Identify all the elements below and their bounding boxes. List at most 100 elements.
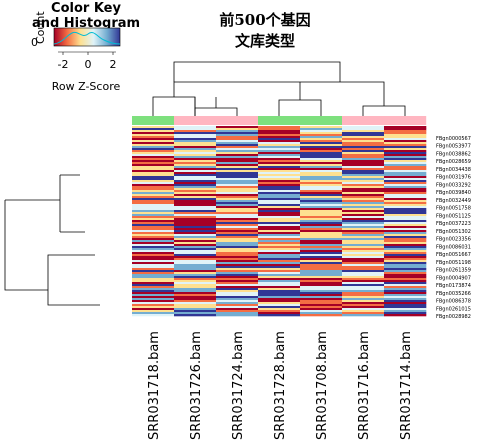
heatmap-cell [258, 142, 301, 145]
heatmap-cell [132, 278, 175, 281]
heatmap-cell [216, 266, 259, 269]
heatmap-cell [300, 212, 343, 215]
heatmap-cell [258, 218, 301, 221]
heatmap-cell [258, 144, 301, 147]
heatmap-cell [174, 136, 217, 139]
heatmap-cell [132, 190, 175, 193]
heatmap-cell [384, 164, 427, 167]
heatmap-cell [258, 222, 301, 225]
heatmap-cell [300, 306, 343, 309]
heatmap-cell [216, 232, 259, 235]
heatmap-cell [258, 232, 301, 235]
heatmap-cell [300, 236, 343, 239]
chart-title-line-2: 文库类型 [235, 32, 295, 50]
heatmap-cell [384, 144, 427, 147]
heatmap-cell [132, 154, 175, 157]
heatmap-cell [300, 200, 343, 203]
heatmap-cell [132, 160, 175, 163]
heatmap-cell [132, 266, 175, 269]
heatmap-cell [342, 136, 385, 139]
heatmap-cell [216, 140, 259, 143]
heatmap-cell [216, 256, 259, 259]
heatmap-cell [300, 262, 343, 265]
heatmap-cell [132, 214, 175, 217]
heatmap-cell [258, 184, 301, 187]
heatmap-cell [342, 272, 385, 275]
heatmap-cell [132, 148, 175, 151]
heatmap-cell [342, 196, 385, 199]
gene-label: FBgn0173874 [436, 283, 471, 289]
heatmap-cell [342, 252, 385, 255]
heatmap-cell [216, 250, 259, 253]
heatmap-cell [132, 144, 175, 147]
heatmap-cell [132, 286, 175, 289]
heatmap-cell [300, 254, 343, 257]
heatmap-cell [300, 158, 343, 161]
heatmap-cell [132, 178, 175, 181]
heatmap-cell [384, 176, 427, 179]
heatmap-cell [216, 134, 259, 137]
heatmap-cell [216, 274, 259, 277]
heatmap-cell [384, 246, 427, 249]
heatmap-cell [132, 162, 175, 165]
heatmap-cell [132, 270, 175, 273]
heatmap-cell [258, 194, 301, 197]
heatmap-cell [384, 260, 427, 263]
gene-label: FBgn0037223 [436, 221, 471, 227]
heatmap-cell [384, 154, 427, 157]
heatmap-cell [174, 306, 217, 309]
heatmap-cell [258, 182, 301, 185]
heatmap-cell [384, 182, 427, 185]
heatmap-cell [132, 172, 175, 175]
heatmap-cell [300, 208, 343, 211]
heatmap-cell [132, 248, 175, 251]
heatmap-cell [258, 168, 301, 171]
heatmap-cell [342, 254, 385, 257]
heatmap-cell [384, 270, 427, 273]
heatmap-cell [342, 242, 385, 245]
heatmap-cell [342, 194, 385, 197]
heatmap-cell [174, 226, 217, 229]
heatmap-cell [174, 176, 217, 179]
heatmap-cell [174, 134, 217, 137]
heatmap-cell [300, 220, 343, 223]
heatmap-cell [132, 230, 175, 233]
sample-group-swatch [258, 116, 301, 125]
heatmap-cell [384, 262, 427, 265]
heatmap-cell [174, 154, 217, 157]
heatmap-cell [132, 170, 175, 173]
heatmap-cell [216, 198, 259, 201]
heatmap-cell [258, 286, 301, 289]
heatmap-cell [342, 310, 385, 313]
heatmap-cell [300, 260, 343, 263]
heatmap-cell [216, 238, 259, 241]
heatmap-cell [342, 176, 385, 179]
heatmap-cell [384, 310, 427, 313]
heatmap-cell [258, 152, 301, 155]
heatmap-cell [258, 158, 301, 161]
heatmap-cell [300, 156, 343, 159]
heatmap-cell [258, 228, 301, 231]
heatmap-cell [174, 298, 217, 301]
heatmap-cell [384, 292, 427, 295]
heatmap-cell [216, 268, 259, 271]
heatmap-cell [342, 230, 385, 233]
heatmap-cell [132, 138, 175, 141]
heatmap-cell [258, 264, 301, 267]
heatmap-cell [300, 280, 343, 283]
heatmap-cell [342, 224, 385, 227]
gene-label: FBgn0033292 [436, 182, 471, 188]
color-key-histogram [53, 31, 121, 45]
heatmap-cell [216, 230, 259, 233]
heatmap-cell [384, 192, 427, 195]
heatmap-cell [132, 220, 175, 223]
heatmap-cell [384, 188, 427, 191]
heatmap-cell [132, 164, 175, 167]
heatmap-cell [174, 152, 217, 155]
heatmap-cell [384, 294, 427, 297]
heatmap-cell [384, 162, 427, 165]
heatmap-cell [342, 158, 385, 161]
heatmap-cell [174, 290, 217, 293]
heatmap-cell [300, 126, 343, 129]
color-key-axis-label: Row Z-Score [52, 80, 121, 93]
